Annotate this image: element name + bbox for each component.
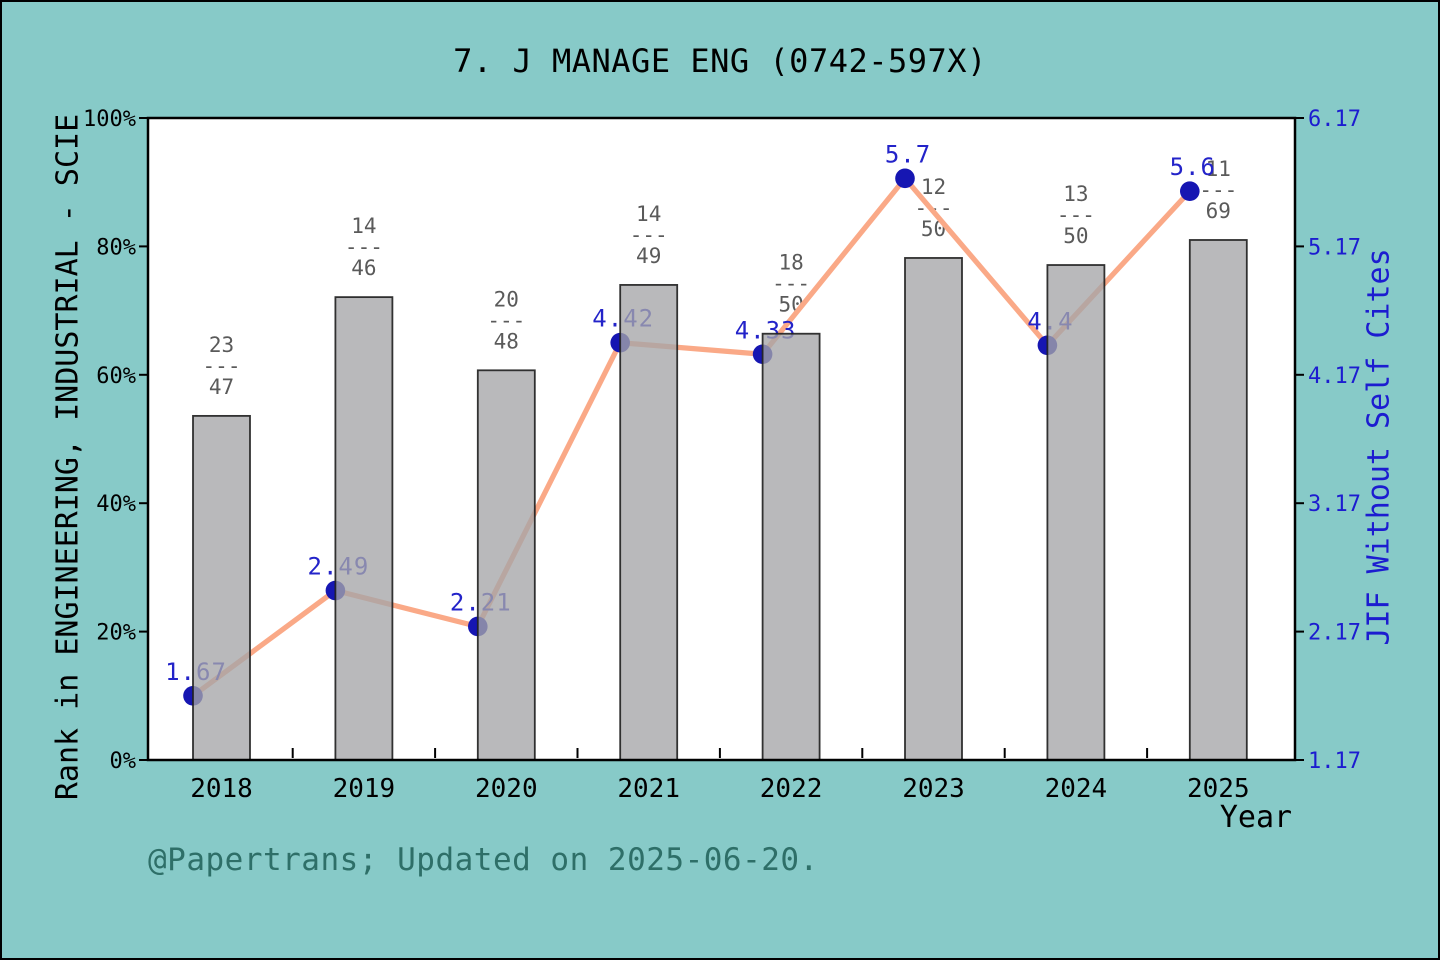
- rank-bar: [476, 369, 536, 761]
- plot-border: [146, 116, 1297, 762]
- x-axis-tick-label: 2025: [1187, 774, 1250, 804]
- fraction-bar: ---: [630, 223, 668, 247]
- right-axis-tick-label: 5.17: [1308, 235, 1361, 260]
- rank-fraction-numerator: 14: [351, 214, 376, 238]
- left-axis-tick-label: 80%: [96, 235, 136, 260]
- rank-bar: [192, 414, 251, 761]
- x-axis-tick-label: 2021: [617, 774, 680, 804]
- left-axis-tick-label: 40%: [96, 492, 136, 517]
- rank-bar: [1046, 264, 1106, 761]
- right-axis-tick-label: 3.17: [1308, 492, 1361, 517]
- rank-fraction-numerator: 12: [921, 175, 946, 199]
- x-axis-tick-label: 2022: [760, 774, 823, 804]
- rank-fraction-numerator: 11: [1206, 157, 1231, 181]
- chart-title: 7. J MANAGE ENG (0742-597X): [453, 42, 987, 80]
- jif-value-label: 5.6: [1170, 153, 1216, 181]
- right-axis-tick-label: 1.17: [1308, 749, 1361, 774]
- fraction-bar: ---: [1199, 178, 1237, 202]
- jif-marker: [895, 168, 915, 189]
- rank-fraction-denominator: 46: [351, 256, 376, 280]
- rank-fraction-numerator: 13: [1063, 182, 1088, 206]
- fraction-bar: ---: [345, 235, 383, 259]
- fraction-bar: ---: [487, 308, 525, 332]
- rank-fraction-numerator: 20: [494, 287, 519, 311]
- rank-fraction-denominator: 50: [1063, 224, 1088, 248]
- rank-bar: [619, 284, 679, 761]
- fraction-bar: ---: [772, 272, 810, 296]
- rank-fraction-numerator: 14: [636, 202, 661, 226]
- rank-fraction-numerator: 18: [778, 251, 803, 275]
- rank-fraction-numerator: 23: [209, 333, 234, 357]
- x-axis-tick-label: 2023: [902, 774, 965, 804]
- right-axis-tick-label: 6.17: [1308, 107, 1361, 132]
- rank-bar: [761, 332, 821, 761]
- jif-marker: [1180, 181, 1200, 201]
- x-axis-tick-label: 2020: [475, 774, 538, 804]
- x-axis-title: Year: [1219, 800, 1293, 835]
- rank-fraction-denominator: 47: [209, 375, 234, 399]
- left-axis-tick-label: 60%: [96, 364, 136, 389]
- right-axis-tick-label: 2.17: [1308, 621, 1361, 646]
- plot-background: [148, 118, 1295, 760]
- watermark-note: @Papertrans; Updated on 2025-06-20.: [148, 842, 819, 878]
- left-axis-tick-label: 100%: [83, 107, 136, 132]
- fraction-bar: ---: [1057, 203, 1095, 227]
- x-axis-tick-label: 2019: [333, 774, 396, 804]
- jif-value-label: 5.7: [885, 140, 931, 168]
- left-axis-tick-label: 20%: [96, 621, 136, 646]
- fraction-bar: ---: [203, 354, 241, 378]
- rank-bar: [334, 296, 394, 761]
- rank-bar: [904, 257, 963, 761]
- x-axis-tick-label: 2018: [190, 774, 253, 804]
- right-axis-tick-label: 4.17: [1308, 364, 1361, 389]
- rank-fraction-denominator: 69: [1206, 199, 1231, 223]
- x-axis-tick-label: 2024: [1045, 774, 1108, 804]
- rank-bar: [1188, 239, 1248, 761]
- rank-fraction-denominator: 49: [636, 244, 661, 268]
- left-axis-tick-label: 0%: [110, 749, 137, 774]
- rank-fraction-denominator: 48: [494, 329, 519, 353]
